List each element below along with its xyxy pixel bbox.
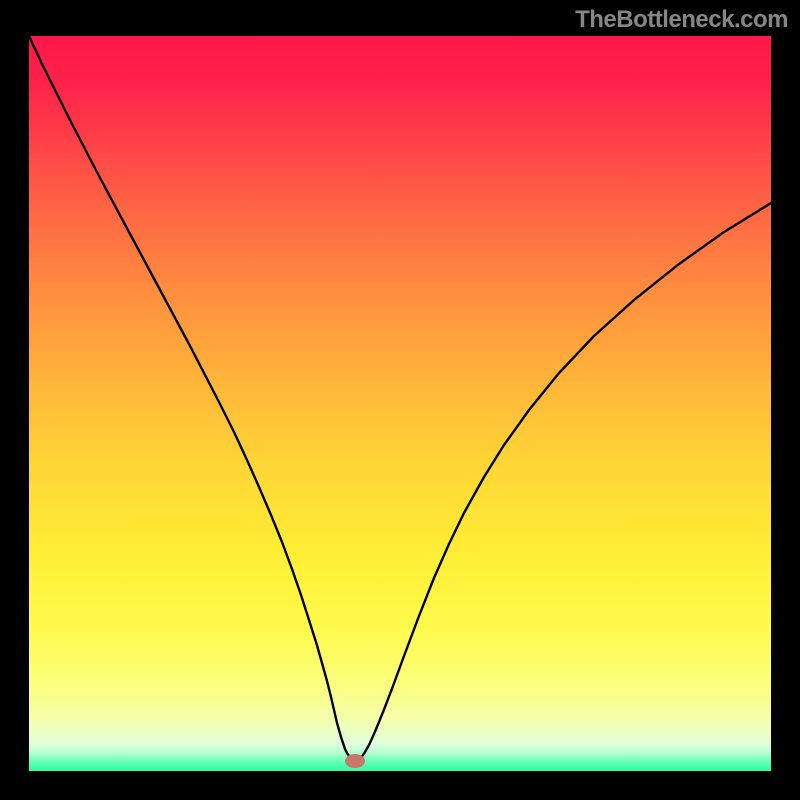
watermark-text: TheBottleneck.com [575, 6, 788, 34]
chart-svg [29, 36, 771, 771]
plot-area [29, 36, 771, 771]
chart-container: TheBottleneck.com [0, 0, 800, 800]
optimal-point-marker [345, 754, 365, 768]
gradient-background [29, 36, 771, 771]
